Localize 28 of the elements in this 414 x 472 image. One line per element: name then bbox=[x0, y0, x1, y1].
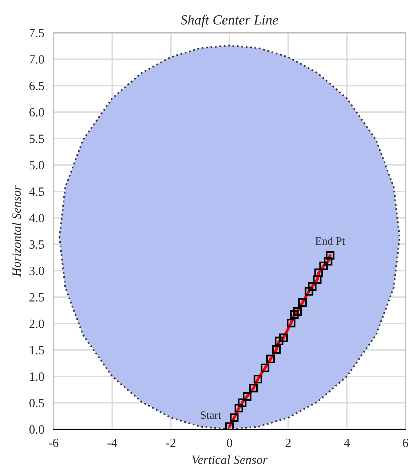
y-axis-title: Horizontal Sensor bbox=[12, 186, 22, 278]
x-axis-title: Vertical Sensor bbox=[192, 455, 268, 464]
x-tick-label: 2 bbox=[286, 438, 291, 448]
y-tick-label: 2.0 bbox=[30, 320, 44, 328]
annotation: Start bbox=[201, 412, 222, 420]
x-tick-label: -4 bbox=[108, 438, 118, 448]
x-tick-label: 0 bbox=[227, 438, 232, 448]
y-tick-label: 0.0 bbox=[30, 426, 44, 434]
chart-title: Shaft Center Line bbox=[180, 14, 278, 28]
y-tick-label: 3.0 bbox=[30, 266, 44, 276]
x-tick-label: 6 bbox=[403, 438, 408, 448]
x-tick-label: -2 bbox=[166, 438, 176, 448]
y-tick-label: 5.0 bbox=[30, 161, 44, 170]
x-tick-label: 4 bbox=[344, 438, 350, 448]
x-tick-label: -6 bbox=[49, 438, 59, 448]
annotation: End Pt bbox=[316, 237, 346, 246]
y-tick-label: 7.0 bbox=[30, 55, 44, 64]
y-tick-label: 4.0 bbox=[29, 214, 44, 223]
y-tick-label: 4.5 bbox=[29, 188, 44, 196]
y-tick-label: 6.0 bbox=[30, 108, 44, 117]
y-tick-label: 6.5 bbox=[30, 82, 44, 90]
y-tick-label: 2.5 bbox=[30, 293, 44, 302]
y-tick-label: 1.0 bbox=[30, 372, 44, 382]
y-tick-label: 3.5 bbox=[30, 240, 44, 250]
y-tick-label: 5.5 bbox=[30, 134, 44, 144]
y-tick-label: 0.5 bbox=[30, 399, 44, 408]
y-tick-label: 7.5 bbox=[30, 29, 44, 38]
y-tick-label: 1.5 bbox=[30, 346, 44, 355]
